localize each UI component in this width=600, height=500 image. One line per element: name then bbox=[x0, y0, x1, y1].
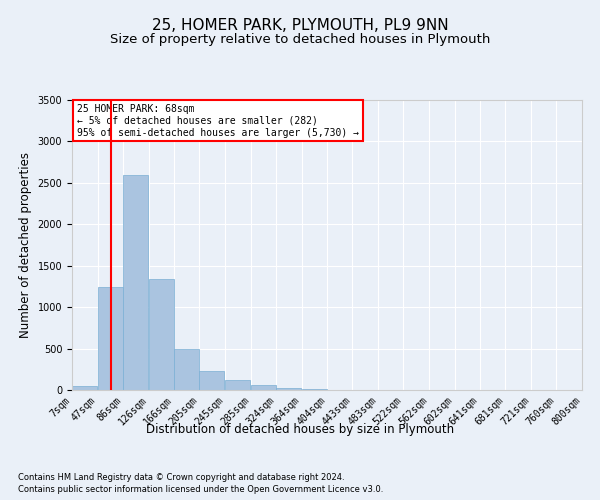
Bar bbox=[225, 380, 250, 390]
Bar bbox=[251, 386, 276, 390]
Bar bbox=[149, 279, 173, 390]
Bar bbox=[174, 348, 199, 390]
Text: Contains HM Land Registry data © Crown copyright and database right 2024.: Contains HM Land Registry data © Crown c… bbox=[18, 472, 344, 482]
Bar bbox=[199, 370, 224, 390]
Text: Distribution of detached houses by size in Plymouth: Distribution of detached houses by size … bbox=[146, 422, 454, 436]
Text: 25 HOMER PARK: 68sqm
← 5% of detached houses are smaller (282)
95% of semi-detac: 25 HOMER PARK: 68sqm ← 5% of detached ho… bbox=[77, 104, 359, 138]
Bar bbox=[302, 389, 326, 390]
Bar bbox=[276, 388, 301, 390]
Text: Contains public sector information licensed under the Open Government Licence v3: Contains public sector information licen… bbox=[18, 485, 383, 494]
Bar bbox=[98, 288, 123, 390]
Text: Size of property relative to detached houses in Plymouth: Size of property relative to detached ho… bbox=[110, 32, 490, 46]
Bar bbox=[72, 386, 97, 390]
Text: 25, HOMER PARK, PLYMOUTH, PL9 9NN: 25, HOMER PARK, PLYMOUTH, PL9 9NN bbox=[152, 18, 448, 32]
Bar bbox=[123, 176, 148, 390]
Y-axis label: Number of detached properties: Number of detached properties bbox=[19, 152, 32, 338]
